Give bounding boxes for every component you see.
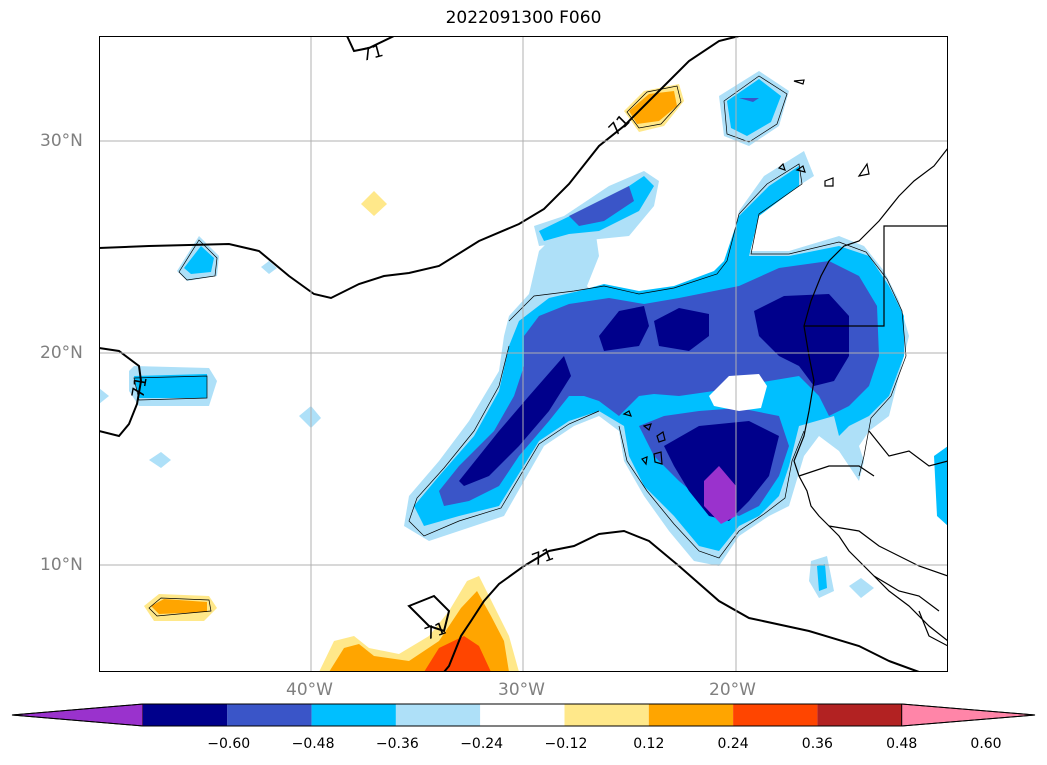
colorbar-tick-label: −0.60: [207, 736, 251, 752]
anomaly-outline-main: [508, 163, 907, 477]
lon-label-30w: 30°W: [498, 680, 545, 700]
capeverde-2: [642, 423, 652, 432]
colorbar-segment: [817, 704, 902, 726]
blob-north-inner: [739, 98, 759, 102]
blob-small-3: [261, 261, 277, 274]
blob-small-2: [149, 452, 171, 468]
colorbar: [11, 703, 1036, 727]
border-sierra: [873, 575, 940, 612]
colorbar-tick-label: −0.24: [460, 736, 504, 752]
blob-southeast-core: [817, 564, 827, 591]
madeira: [793, 79, 805, 85]
colorbar-extend-max: [901, 703, 1036, 727]
colorbar-tick-label: −0.48: [291, 736, 335, 752]
canary-3: [824, 177, 834, 187]
contour-71-southloop: [407, 594, 451, 633]
lat-label-10: 10°N: [40, 555, 83, 575]
pos-north-outline: [626, 85, 682, 129]
border-liberia: [918, 610, 948, 647]
anomaly-hole: [709, 374, 767, 411]
pos-south-strong: [424, 636, 491, 672]
blob-east-edge: [934, 446, 948, 526]
pos-small-1: [361, 191, 387, 216]
pos-southwest-outline: [148, 597, 212, 617]
colorbar-segment: [733, 704, 818, 726]
colorbar-tick-label: −0.12: [544, 736, 588, 752]
colorbar-segment: [480, 704, 565, 726]
border-senegal: [798, 465, 875, 477]
map-panel: 71 71 71 71 71: [99, 36, 948, 672]
blob-small-4: [99, 388, 109, 404]
anomaly-medium-upper: [569, 186, 634, 226]
colorbar-tick-label: 0.48: [886, 736, 918, 752]
colorbar-segment: [311, 704, 396, 726]
colorbar-segment: [395, 704, 481, 726]
lat-label-30: 30°N: [40, 131, 83, 151]
colorbar-segment: [648, 704, 734, 726]
colorbar-tick-label: 0.60: [970, 736, 1002, 752]
contour-label-71-a: 71: [359, 41, 385, 66]
colorbar-tick-label: 0.24: [717, 736, 749, 752]
anomaly-purple-core: [704, 466, 736, 524]
blob-west-1-core: [134, 374, 207, 398]
colorbar-tick-label: 0.36: [801, 736, 833, 752]
blob-small-1: [299, 406, 321, 428]
anomaly-strong-3: [754, 294, 849, 386]
anomaly-strong-1: [599, 306, 649, 351]
contour-label-71-d: 71: [529, 544, 556, 570]
anomaly-outline-south: [618, 425, 805, 559]
border-mauritania: [804, 225, 948, 327]
border-guinea: [828, 525, 948, 577]
blob-west-1-outline: [133, 375, 208, 401]
colorbar-tick-label: −0.36: [375, 736, 419, 752]
map-title: 2022091300 F060: [445, 8, 602, 28]
pos-north-core: [629, 91, 677, 124]
canary-1: [777, 162, 786, 171]
contour-71-topleft: [346, 36, 395, 53]
capeverde-5: [641, 456, 648, 466]
lat-label-20: 20°N: [40, 343, 83, 363]
coastline-africa: [793, 147, 948, 642]
colorbar-segment: [564, 704, 649, 726]
contour-71-north: [99, 36, 740, 300]
lon-label-40w: 40°W: [286, 680, 333, 700]
lon-label-20w: 20°W: [709, 680, 756, 700]
pos-southwest-core: [151, 599, 207, 614]
anomaly-strong-4: [459, 356, 571, 486]
colorbar-segment: [227, 704, 312, 726]
canary-4: [857, 162, 870, 177]
canary-2: [795, 165, 806, 173]
colorbar-tick-label: 0.12: [633, 736, 665, 752]
capeverde-1: [622, 410, 633, 417]
blob-north-core: [727, 79, 781, 136]
anomaly-strong-2: [654, 308, 709, 351]
blob-west-2-core: [184, 246, 214, 274]
contour-label-71-c: 71: [128, 375, 151, 400]
colorbar-segment: [143, 704, 228, 726]
capeverde-4: [653, 451, 663, 465]
blob-north-outline: [723, 75, 788, 143]
colorbar-extend-min: [11, 703, 144, 727]
border-mali: [868, 430, 948, 467]
contour-71-south: [443, 529, 920, 672]
map-border: [99, 36, 948, 672]
colorbar-outline: [11, 703, 1036, 727]
capeverde-3: [656, 431, 666, 443]
anomaly-outline-sw: [408, 345, 600, 537]
blob-small-5: [849, 578, 874, 598]
